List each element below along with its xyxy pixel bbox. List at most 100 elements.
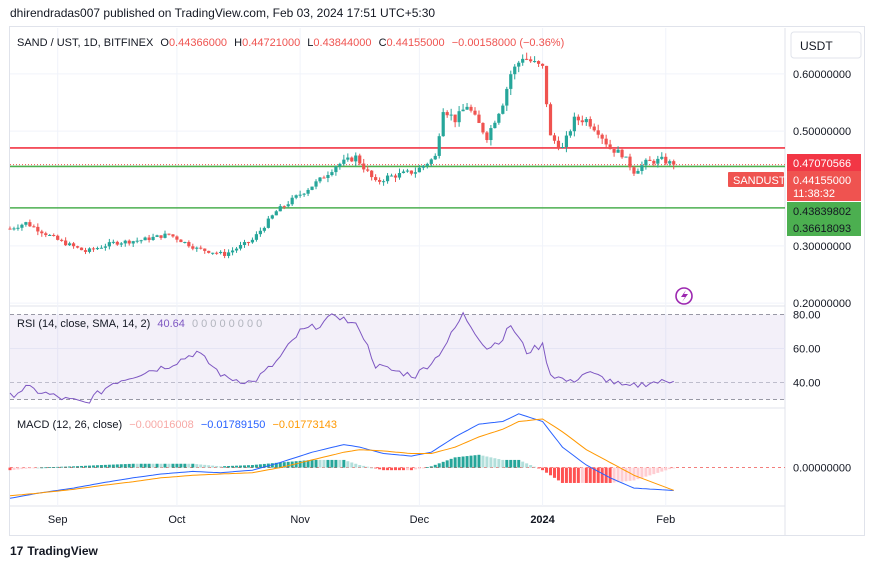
macd-hist-bar	[584, 467, 588, 483]
candle-body	[163, 233, 167, 238]
macd-hist-bar	[107, 464, 111, 468]
candle-body	[413, 172, 417, 174]
candle-body	[32, 226, 36, 228]
candle-body	[52, 235, 56, 237]
candle-body	[8, 228, 12, 230]
candle-body	[270, 215, 274, 219]
candle-body	[397, 173, 402, 178]
candle-body	[310, 186, 314, 190]
candle-body	[282, 206, 286, 208]
candle-body	[521, 58, 525, 63]
macd-hist-bar	[231, 465, 235, 468]
macd-hist-bar	[382, 467, 386, 471]
macd-hist-bar	[636, 467, 640, 480]
macd-hist-bar	[163, 463, 167, 468]
candle-body	[16, 227, 20, 229]
candle-body	[350, 157, 354, 162]
candle-body	[437, 136, 441, 156]
candle-body	[139, 240, 143, 242]
svg-text:MACD (12, 26, close) −0.00: MACD (12, 26, close) −0.00016008 −0.0178…	[17, 419, 337, 431]
macd-hist-bar	[298, 460, 302, 468]
currency-button[interactable]: USDT	[790, 31, 862, 59]
macd-hist-bar	[549, 467, 553, 476]
macd-hist-bar	[497, 459, 501, 468]
candle-body	[175, 236, 179, 240]
macd-hist-bar	[151, 463, 155, 468]
time-tick-label: 2024	[530, 514, 555, 526]
candle-body	[40, 231, 44, 234]
candle-body	[258, 230, 262, 235]
candle-body	[159, 235, 163, 238]
candle-body	[314, 181, 318, 187]
candle-body	[219, 251, 223, 254]
candle-body	[171, 234, 175, 237]
candle-body	[389, 175, 394, 177]
candle-body	[620, 149, 624, 158]
macd-hist-bar	[366, 466, 370, 468]
macd-hist-bar	[270, 463, 274, 468]
legend-low-label: L	[307, 37, 313, 49]
macd-hist-bar	[545, 467, 549, 473]
candle-body	[533, 61, 537, 63]
macd-hist-bar	[223, 466, 227, 468]
macd-line	[9, 413, 674, 499]
macd-hist-bar	[564, 467, 568, 483]
candle-body	[668, 161, 672, 164]
candle-body	[517, 62, 521, 67]
macd-hist-bar	[425, 467, 429, 468]
macd-hist-bar	[60, 466, 64, 468]
candle-body	[60, 239, 64, 241]
macd-hist-bar	[20, 467, 24, 470]
candle-body	[493, 122, 497, 129]
rsi-line	[9, 311, 674, 404]
macd-hist-bar	[493, 458, 497, 468]
currency-label[interactable]: USDT	[800, 39, 833, 53]
candle-body	[250, 239, 255, 243]
candle-body	[441, 112, 445, 137]
macd-histogram	[8, 454, 676, 483]
candle-body	[568, 131, 572, 136]
macd-hist-bar	[28, 467, 32, 469]
candle-body	[238, 244, 243, 249]
macd-hist-bar	[322, 459, 326, 468]
macd-hist-bar	[135, 463, 139, 468]
candle-body	[644, 159, 648, 166]
macd-hist-bar	[596, 467, 600, 483]
macd-hist-bar	[505, 459, 509, 468]
macd-hist-bar	[346, 461, 350, 468]
macd-hist-bar	[203, 464, 207, 468]
candle-body	[286, 204, 290, 207]
candle-body	[246, 242, 251, 244]
macd-hist-bar	[672, 467, 676, 469]
candle-body	[489, 128, 493, 141]
candle-body	[322, 177, 326, 179]
macd-hist-bar	[473, 455, 477, 468]
macd-hist-bar	[417, 467, 421, 469]
trading-chart[interactable]: 0.60000000 0.50000000 0.30000000 0.20000000…	[0, 0, 876, 540]
candle-body	[28, 222, 32, 227]
candle-body	[552, 135, 557, 141]
candle-body	[580, 120, 584, 123]
macd-hist-bar	[620, 467, 624, 482]
candle-body	[155, 235, 159, 237]
candle-body	[302, 193, 306, 195]
lightning-icon[interactable]	[675, 287, 693, 305]
svg-text:RSI (14, close, SMA, 14, 2): RSI (14, close, SMA, 14, 2) 40.64 0 0 0 …	[17, 318, 262, 330]
candle-body	[461, 109, 465, 112]
macd-hist-bar	[421, 467, 425, 469]
candle-body	[215, 252, 219, 254]
macd-hist-bar	[32, 467, 36, 469]
macd-hist-bar	[326, 459, 330, 468]
candle-body	[672, 161, 676, 165]
candle-body	[183, 241, 187, 243]
candle-body	[457, 111, 461, 123]
candle-body	[87, 248, 92, 252]
legend-close: 0.44155000	[387, 37, 445, 49]
candle-body	[354, 155, 358, 162]
macd-hist-bar	[282, 462, 286, 468]
macd-legend-hist: −0.00016008	[129, 419, 194, 431]
macd-hist-bar	[242, 465, 246, 468]
macd-hist-bar	[143, 463, 147, 468]
chart-frame	[9, 26, 865, 536]
signal-line	[9, 418, 674, 497]
